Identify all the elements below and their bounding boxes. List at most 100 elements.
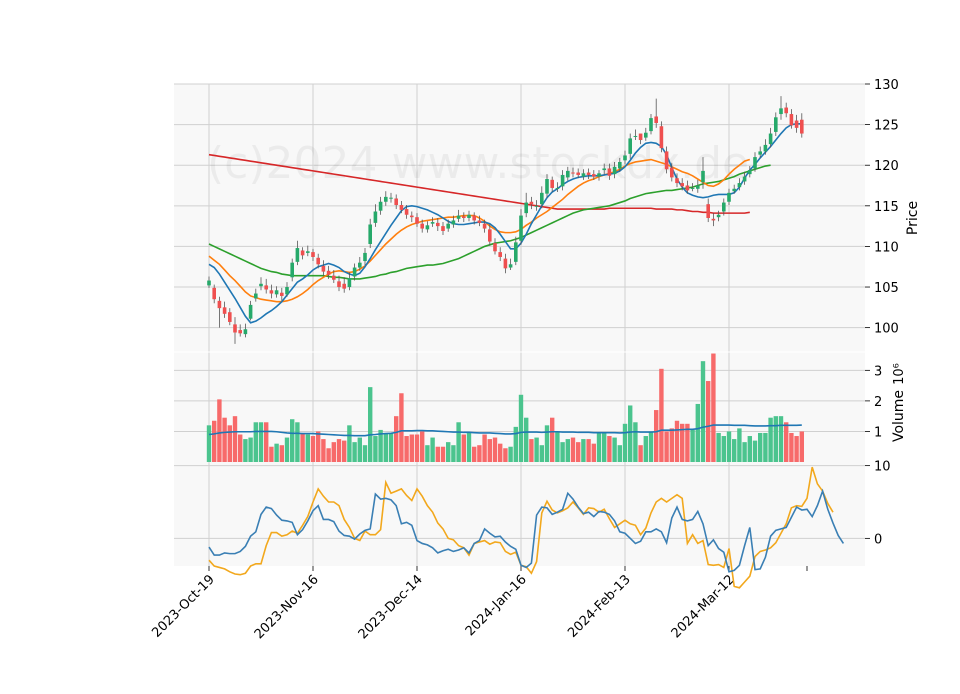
volume-bar [295, 422, 300, 462]
volume-bar [778, 416, 784, 462]
y-tick-label: 115 [874, 200, 899, 215]
volume-bar [789, 432, 794, 462]
volume-bar [716, 432, 721, 462]
candle-body [451, 220, 456, 225]
volume-bar [638, 445, 643, 462]
watermark-text: (c)2024 www.stockdx.de [207, 138, 749, 189]
candle-body [290, 262, 294, 278]
candle-body [514, 242, 518, 262]
candle-body [399, 205, 404, 210]
volume-bar [269, 446, 274, 462]
candle-body [607, 168, 612, 176]
volume-ma-line [208, 424, 802, 437]
ma-short-line [208, 122, 802, 324]
volume-bar [430, 437, 435, 462]
volume-bar [680, 423, 685, 462]
volume-bar [394, 416, 399, 462]
volume-bar [378, 429, 383, 462]
candle-body [576, 172, 580, 175]
y-tick-label: 0 [874, 532, 882, 547]
candle-body [623, 155, 627, 161]
volume-bar [274, 443, 279, 462]
volume-bar [524, 417, 529, 462]
volume-bar [586, 439, 591, 462]
volume-bar [414, 434, 420, 462]
candle-body [763, 144, 768, 152]
candle-body [618, 161, 622, 169]
volume-bar [622, 423, 628, 462]
volume-bar [466, 432, 472, 462]
y-tick-label: 10 [874, 460, 891, 475]
candle-body [311, 252, 315, 257]
candle-body [701, 170, 705, 183]
volume-bar [732, 439, 737, 462]
candle-body [524, 202, 528, 214]
volume-bar [492, 437, 498, 462]
candle-body [352, 267, 357, 277]
candle-body [555, 187, 560, 189]
y-tick-label: 100 [874, 322, 899, 337]
volume-bar [628, 405, 633, 462]
candle-body [228, 312, 232, 322]
volume-bar [513, 426, 518, 462]
y-tick-label: 2 [874, 395, 882, 410]
candle-body [410, 215, 414, 218]
volume-bar [300, 432, 305, 462]
volume-bar [544, 425, 550, 462]
volume-bar [347, 425, 352, 462]
candle-body [675, 178, 679, 184]
volume-bar [222, 417, 227, 462]
candle-body [519, 215, 523, 241]
candle-body [716, 214, 721, 218]
candle-body [768, 133, 773, 145]
candle-body [748, 170, 752, 175]
volume-bar [758, 432, 763, 462]
candle-body [633, 135, 638, 137]
candle-body [644, 132, 648, 138]
volume-bar [336, 439, 342, 462]
volume-bar [316, 431, 321, 462]
volume-bar [258, 422, 264, 462]
candle-body [467, 214, 471, 218]
candle-body [384, 196, 388, 202]
volume-bar [685, 423, 690, 462]
volume-bar [539, 445, 544, 462]
candle-body [342, 283, 346, 289]
volume-bar [768, 417, 773, 462]
volume-bar [331, 442, 336, 462]
volume-bar [425, 445, 430, 462]
candle-body [456, 215, 461, 219]
volume-bar [591, 443, 596, 462]
candle-body [508, 264, 513, 268]
volume-bar [550, 417, 555, 462]
volume-bar [565, 439, 570, 462]
candle-body [540, 192, 544, 205]
volume-bar [617, 445, 622, 462]
volume-bar [721, 436, 726, 462]
candle-body [389, 197, 393, 199]
volume-bar [737, 428, 742, 462]
candle-body [238, 330, 242, 334]
candle-body [706, 204, 710, 218]
candle-body [493, 243, 497, 252]
volume-bar [352, 442, 357, 462]
candle-body [503, 258, 508, 269]
volume-bar [763, 432, 768, 462]
candle-body [207, 280, 211, 286]
candle-body [534, 205, 539, 207]
candle-body [295, 248, 300, 262]
candle-body [592, 174, 596, 177]
volume-bar [773, 416, 778, 462]
volume-bar [232, 416, 238, 462]
volume-bar [576, 442, 581, 462]
volume-bar [383, 432, 388, 462]
candle-body [732, 188, 736, 192]
candle-body [363, 252, 367, 262]
volume-bar [357, 437, 362, 462]
candle-body [638, 133, 643, 141]
volume-bar [659, 368, 664, 462]
volume-bar [409, 434, 414, 462]
candle-body [649, 118, 653, 132]
volume-bar [362, 445, 368, 462]
candle-body [545, 179, 549, 194]
